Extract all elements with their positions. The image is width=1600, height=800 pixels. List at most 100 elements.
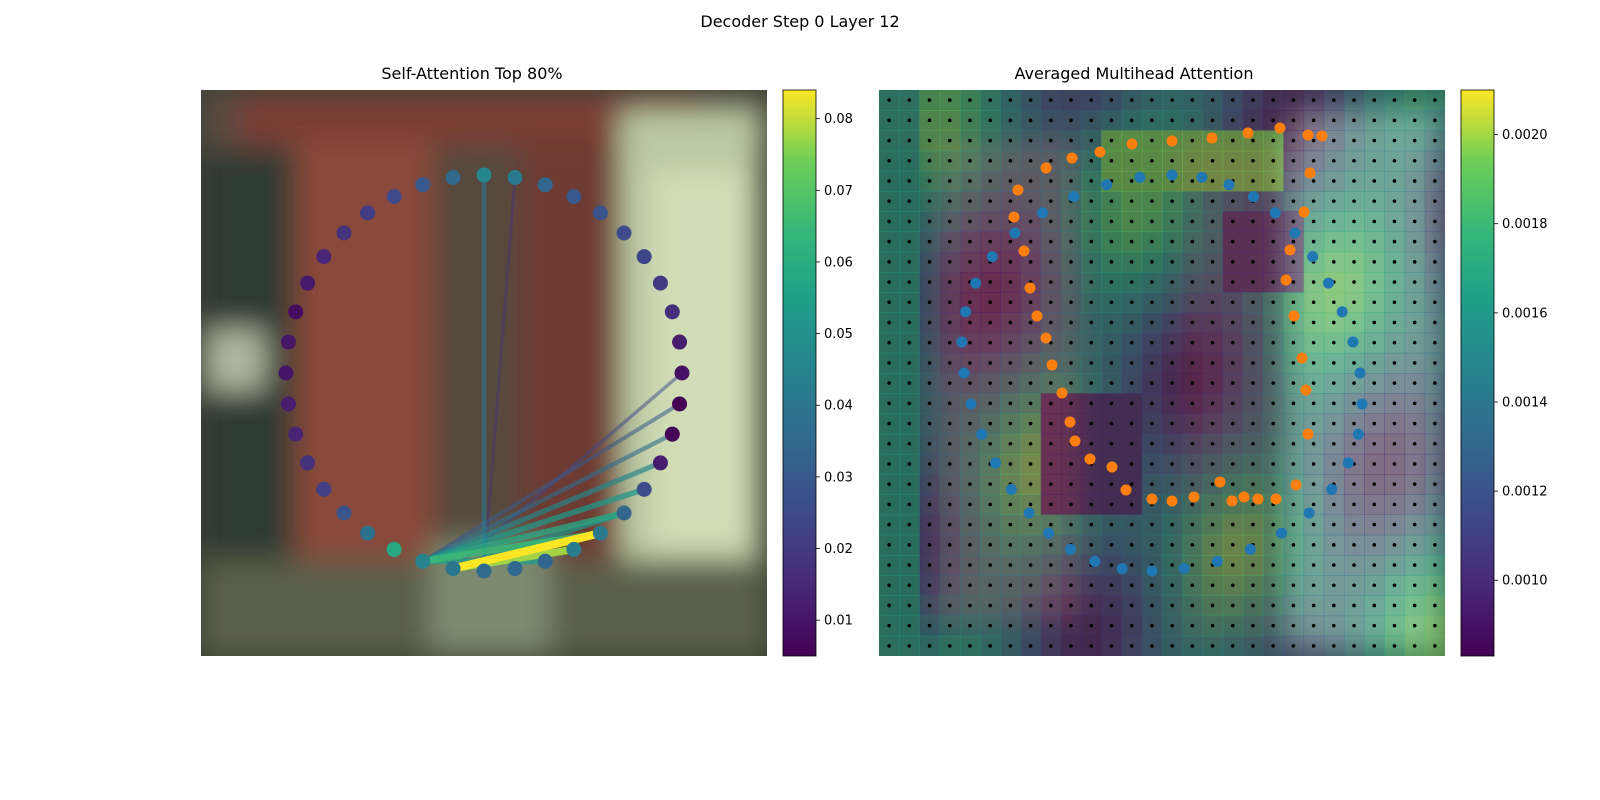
grid-dot <box>1049 644 1053 648</box>
grid-dot <box>1089 280 1094 284</box>
series-point-blue <box>970 277 982 289</box>
grid-dot <box>1352 98 1356 102</box>
grid-dot <box>1271 583 1275 588</box>
grid-dot <box>1271 179 1275 183</box>
grid-dot <box>1008 320 1013 325</box>
grid-dot <box>1089 138 1094 143</box>
grid-dot <box>1150 158 1154 163</box>
grid-dot <box>988 623 992 628</box>
grid-dot <box>988 603 992 608</box>
grid-dot <box>968 543 972 547</box>
grid-dot <box>1069 118 1073 123</box>
grid-dot <box>887 502 891 507</box>
token-node <box>616 505 632 521</box>
series-point-blue <box>1269 207 1281 219</box>
grid-dot <box>988 219 992 224</box>
grid-dot <box>1089 118 1094 123</box>
grid-dot <box>1109 482 1114 486</box>
grid-dot <box>1210 340 1215 345</box>
grid-dot <box>927 98 932 102</box>
series-point-orange <box>1270 493 1282 505</box>
grid-dot <box>1433 219 1437 224</box>
grid-dot <box>1251 219 1255 224</box>
series-point-blue <box>960 306 972 318</box>
grid-dot <box>927 522 932 527</box>
grid-dot <box>1291 623 1296 628</box>
grid-dot <box>968 441 972 446</box>
token-node <box>316 249 332 265</box>
grid-dot <box>887 603 891 608</box>
grid-dot <box>1332 320 1336 325</box>
series-point-orange <box>1274 122 1286 134</box>
grid-dot <box>887 441 891 446</box>
grid-dot <box>1372 98 1377 102</box>
grid-dot <box>887 260 891 264</box>
grid-dot <box>1230 138 1235 143</box>
grid-dot <box>1433 280 1437 284</box>
grid-dot <box>1332 239 1336 244</box>
grid-dot <box>907 543 912 547</box>
grid-dot <box>968 502 972 507</box>
grid-dot <box>1412 98 1417 102</box>
grid-dot <box>1291 502 1296 507</box>
grid-dot <box>968 644 972 648</box>
grid-dot <box>968 563 972 567</box>
grid-dot <box>1049 603 1053 608</box>
grid-dot <box>1150 441 1154 446</box>
grid-dot <box>907 158 912 163</box>
series-point-orange <box>1316 130 1328 142</box>
grid-dot <box>1372 401 1377 406</box>
grid-dot <box>1150 98 1154 102</box>
token-node <box>336 505 352 521</box>
grid-dot <box>887 118 891 123</box>
grid-dot <box>1311 401 1316 406</box>
grid-dot <box>1069 502 1073 507</box>
grid-dot <box>1129 583 1134 588</box>
grid-dot <box>1008 138 1013 143</box>
grid-dot <box>1230 340 1235 345</box>
series-point-blue <box>1289 227 1301 239</box>
grid-dot <box>1170 563 1174 567</box>
grid-dot <box>1069 300 1073 305</box>
grid-dot <box>1251 361 1255 365</box>
grid-dot <box>927 462 932 466</box>
grid-dot <box>887 219 891 224</box>
grid-dot <box>1392 361 1397 365</box>
grid-dot <box>1049 260 1053 264</box>
grid-dot <box>1170 361 1174 365</box>
grid-dot <box>1372 462 1377 466</box>
grid-dot <box>1433 543 1437 547</box>
series-point-orange <box>1046 359 1058 371</box>
series-point-orange <box>1284 244 1296 256</box>
grid-dot <box>1291 199 1296 203</box>
grid-dot <box>1291 219 1296 224</box>
grid-dot <box>1049 401 1053 406</box>
series-point-blue <box>1356 398 1368 410</box>
grid-dot <box>1332 381 1336 385</box>
grid-dot <box>1392 421 1397 426</box>
grid-dot <box>1089 502 1094 507</box>
grid-dot <box>1311 179 1316 183</box>
grid-dot <box>1089 543 1094 547</box>
grid-dot <box>1170 482 1174 486</box>
grid-dot <box>1129 320 1134 325</box>
attention-edge <box>421 432 674 564</box>
right-colorbar: 0.0010 0.0012 0.0014 0.0016 0.0018 0.0020 <box>1460 89 1548 657</box>
grid-dot <box>947 543 952 547</box>
grid-dot <box>1049 421 1053 426</box>
grid-dot <box>1412 118 1417 123</box>
grid-dot <box>1170 462 1174 466</box>
series-point-orange <box>1302 428 1314 440</box>
series-point-blue <box>958 367 970 379</box>
grid-dot <box>1412 522 1417 527</box>
grid-dot <box>1089 583 1094 588</box>
colorbar-tick-label: 0.06 <box>824 255 853 270</box>
grid-dot <box>1392 239 1397 244</box>
grid-dot <box>968 623 972 628</box>
grid-dot <box>1210 320 1215 325</box>
grid-dot <box>1433 158 1437 163</box>
grid-dot <box>1049 158 1053 163</box>
grid-dot <box>1372 199 1377 203</box>
series-point-blue <box>1342 457 1354 469</box>
grid-dot <box>1049 179 1053 183</box>
